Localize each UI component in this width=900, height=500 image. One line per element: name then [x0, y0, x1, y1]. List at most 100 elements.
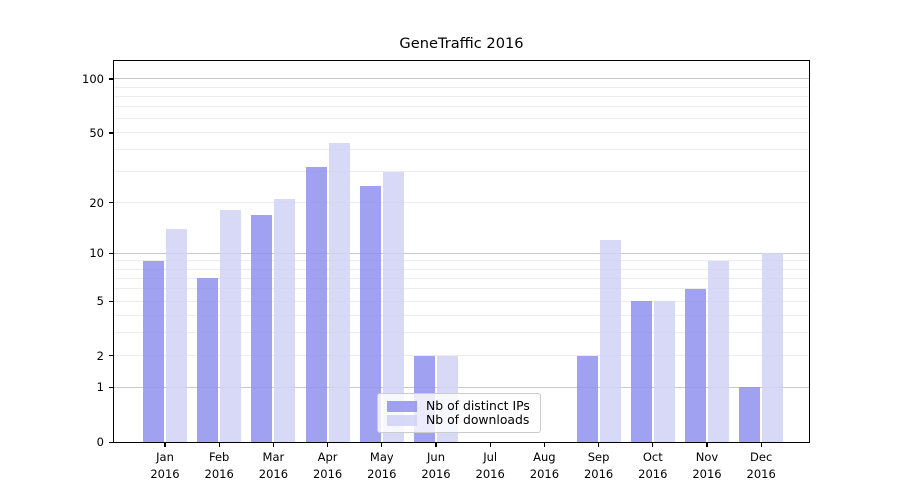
x-tick-label-year: 2016: [475, 466, 505, 481]
x-tick-label-year: 2016: [150, 466, 180, 481]
x-tick: [435, 443, 437, 447]
y-tick-label: 0: [96, 435, 104, 449]
minor-gridline: [114, 277, 809, 279]
x-tick-label-year: 2016: [692, 466, 722, 481]
bar-dec-ips: [739, 387, 761, 442]
bar-oct-ips: [630, 301, 652, 442]
minor-gridline: [114, 314, 809, 316]
legend-label: Nb of distinct IPs: [426, 398, 530, 413]
x-tick: [760, 443, 762, 447]
x-tick-label-year: 2016: [638, 466, 668, 481]
y-tick: [109, 78, 113, 80]
bar-sep-downloads: [599, 240, 621, 442]
x-tick-label-month: Mar: [262, 450, 285, 464]
x-tick-label: Aug 2016: [514, 449, 574, 482]
legend-item: Nb of downloads: [387, 413, 532, 427]
y-tick: [109, 355, 113, 357]
x-tick-label-year: 2016: [746, 466, 776, 481]
x-tick-label: Jul 2016: [460, 449, 520, 482]
y-tick: [109, 386, 113, 389]
bar-oct-downloads: [653, 301, 675, 442]
major-gridline: [114, 252, 809, 254]
x-tick-label: Jun 2016: [406, 449, 466, 482]
x-tick-label-month: May: [369, 450, 394, 464]
x-tick-label-year: 2016: [421, 466, 451, 481]
x-tick: [706, 443, 708, 447]
bar-feb-ips: [197, 278, 219, 442]
minor-gridline: [114, 149, 809, 151]
minor-gridline: [114, 118, 809, 120]
x-tick-label-month: Aug: [533, 450, 556, 464]
y-tick: [109, 300, 113, 302]
x-tick-label-month: Apr: [317, 450, 338, 464]
minor-gridline: [114, 171, 809, 173]
x-tick-label-month: Nov: [695, 450, 719, 464]
x-tick-label-month: Oct: [642, 450, 663, 464]
minor-gridline: [114, 355, 809, 357]
y-tick-label: 20: [89, 195, 104, 210]
x-tick: [218, 443, 220, 447]
x-tick: [489, 443, 491, 447]
x-tick-label-year: 2016: [258, 466, 289, 481]
x-tick-label: Sep 2016: [569, 449, 629, 482]
minor-gridline: [114, 260, 809, 262]
bar-apr-downloads: [328, 142, 350, 442]
minor-gridline: [114, 132, 809, 134]
x-tick-label-month: Jun: [427, 450, 445, 464]
x-tick: [326, 443, 329, 447]
y-tick-label: 1: [96, 380, 104, 395]
major-gridline: [114, 78, 809, 80]
x-tick-label-year: 2016: [312, 466, 343, 481]
minor-gridline: [114, 106, 809, 108]
legend-swatch: [387, 400, 417, 412]
x-tick-label-month: Feb: [209, 450, 230, 464]
bar-sep-ips: [576, 355, 598, 442]
minor-gridline: [114, 202, 809, 204]
minor-gridline: [114, 332, 809, 334]
bar-nov-ips: [685, 288, 706, 442]
y-tick-label: 50: [89, 125, 104, 140]
x-tick-label-year: 2016: [583, 466, 614, 481]
x-tick: [381, 443, 383, 447]
minor-gridline: [114, 86, 809, 88]
bar-dec-downloads: [762, 253, 784, 442]
y-tick-label: 2: [96, 348, 104, 363]
y-tick: [109, 441, 113, 443]
legend-label: Nb of downloads: [426, 412, 530, 427]
major-gridline: [114, 386, 809, 388]
x-tick-label-month: Jul: [483, 450, 498, 464]
x-tick-label-month: Sep: [587, 450, 610, 464]
plot-area: Nb of distinct IPs Nb of downloads: [113, 60, 810, 443]
x-tick-label-year: 2016: [204, 466, 234, 481]
x-tick-label: Nov 2016: [677, 449, 737, 482]
y-tick-label: 5: [96, 294, 104, 309]
chart-title: GeneTraffic 2016: [399, 35, 524, 52]
bar-mar-ips: [251, 214, 273, 442]
x-tick-label: May 2016: [352, 449, 412, 482]
x-tick-label: Mar 2016: [243, 449, 303, 482]
x-tick-label-year: 2016: [367, 466, 397, 481]
minor-gridline: [114, 268, 809, 270]
x-tick: [272, 443, 275, 447]
y-tick: [109, 202, 113, 204]
bar-jan-ips: [143, 260, 164, 442]
legend-item: Nb of distinct IPs: [387, 399, 532, 413]
minor-gridline: [114, 288, 809, 290]
x-tick-label-month: Jan: [156, 450, 174, 464]
bar-feb-downloads: [220, 210, 242, 442]
bar-mar-downloads: [274, 198, 296, 442]
x-tick-label: Jan 2016: [135, 449, 195, 482]
x-tick: [597, 443, 600, 447]
minor-gridline: [114, 300, 809, 302]
x-tick-label: Oct 2016: [623, 449, 683, 482]
y-tick-label: 10: [89, 246, 104, 261]
x-tick: [164, 443, 166, 447]
x-tick: [652, 443, 654, 447]
y-tick-label: 100: [82, 71, 104, 86]
x-tick-label-year: 2016: [529, 466, 560, 481]
bar-apr-ips: [305, 166, 327, 442]
y-tick: [109, 132, 113, 134]
x-tick-label: Dec 2016: [731, 449, 791, 482]
bar-nov-downloads: [708, 260, 729, 442]
